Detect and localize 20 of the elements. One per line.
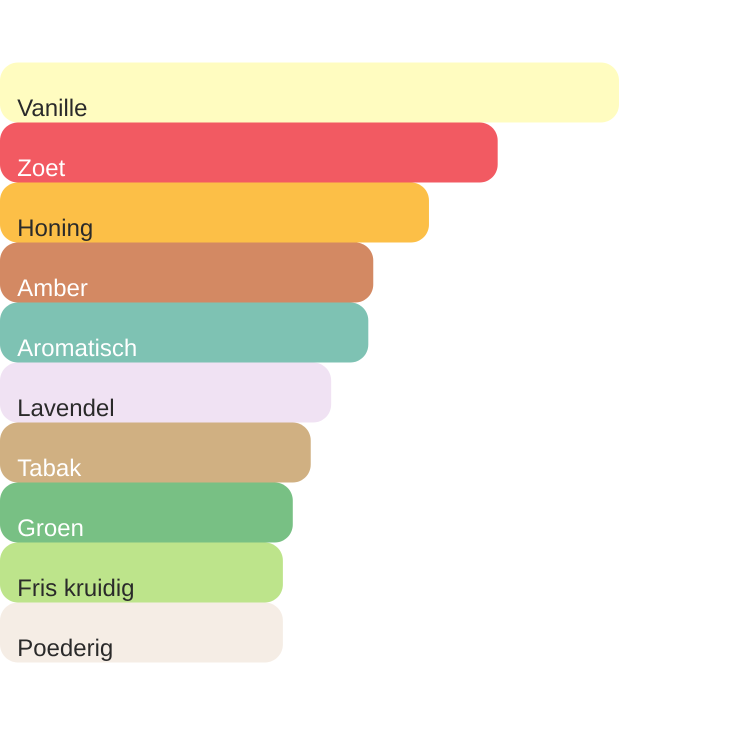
- y-tick-label: Lavendel: [19, 398, 113, 416]
- y-tick-label: Poederig: [19, 638, 112, 661]
- y-tick-label: Groen: [18, 519, 82, 536]
- bar: [0, 362, 332, 423]
- y-tick-label: Vanille: [17, 98, 86, 116]
- bar: [0, 242, 374, 303]
- bar: [0, 542, 283, 603]
- bar: [0, 62, 620, 122]
- y-tick-label: Honing: [19, 218, 92, 241]
- y-tick-label: Aromatisch: [17, 338, 136, 356]
- y-tick-label: Amber: [17, 278, 88, 296]
- bar: [0, 602, 283, 663]
- y-tick-label: Fris kruidig: [19, 578, 133, 601]
- bar: [0, 302, 368, 363]
- bar: [0, 122, 498, 182]
- bar: [0, 422, 311, 483]
- y-tick-label: Tabak: [18, 458, 82, 476]
- bar: [0, 482, 293, 543]
- y-tick-label: Zoet: [18, 159, 66, 176]
- bar: [0, 182, 429, 243]
